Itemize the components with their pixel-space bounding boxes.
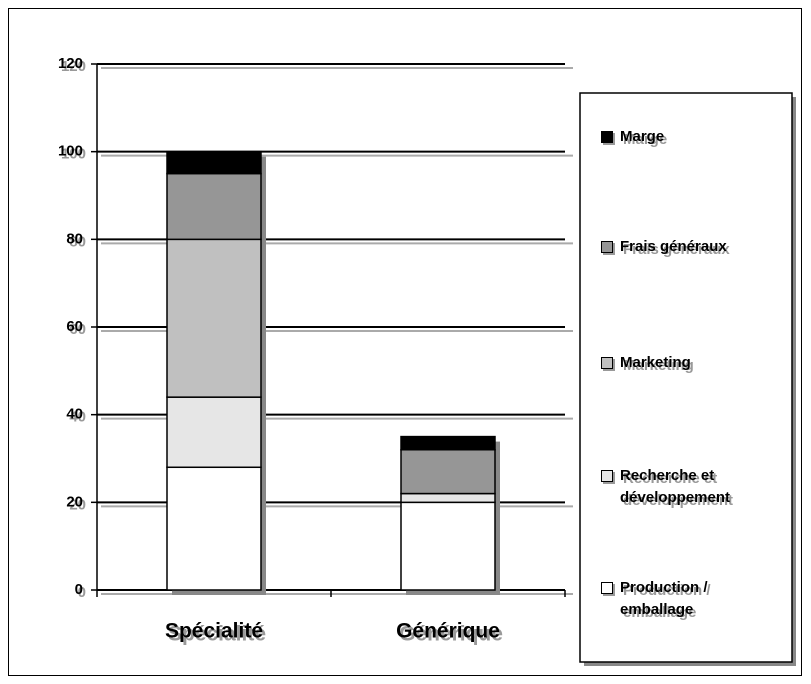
x-tick-label: Générique (396, 620, 500, 643)
bar-segment (400, 492, 496, 504)
legend-label: Marketing (620, 354, 691, 371)
bar-segment (166, 238, 262, 398)
bar-segment (166, 172, 262, 241)
legend-swatch (601, 582, 613, 594)
legend-swatch (601, 357, 613, 369)
y-tick-label: 80 (66, 230, 83, 247)
bar-segment (166, 150, 262, 175)
legend-swatch (601, 241, 613, 253)
x-tick-label: Spécialité (165, 620, 263, 643)
legend-label: Frais généraux (620, 238, 727, 255)
legend-label: Marge (620, 128, 665, 145)
bar-segment (400, 435, 496, 451)
y-tick-label: 120 (58, 55, 83, 72)
y-tick-label: 20 (66, 493, 83, 510)
bar-segment (400, 501, 496, 591)
y-tick-label: 40 (66, 406, 83, 423)
y-tick-label: 100 (58, 143, 83, 160)
bar-segment (400, 448, 496, 495)
legend-swatch (601, 131, 613, 143)
legend-label: Recherche et développement (620, 467, 731, 506)
bar-segment (166, 396, 262, 469)
legend-label: Production / emballage (620, 579, 708, 618)
y-tick-label: 60 (66, 318, 83, 335)
y-tick-label: 0 (75, 581, 83, 598)
legend-box (579, 92, 793, 663)
bar-segment (166, 466, 262, 591)
legend-swatch (601, 470, 613, 482)
